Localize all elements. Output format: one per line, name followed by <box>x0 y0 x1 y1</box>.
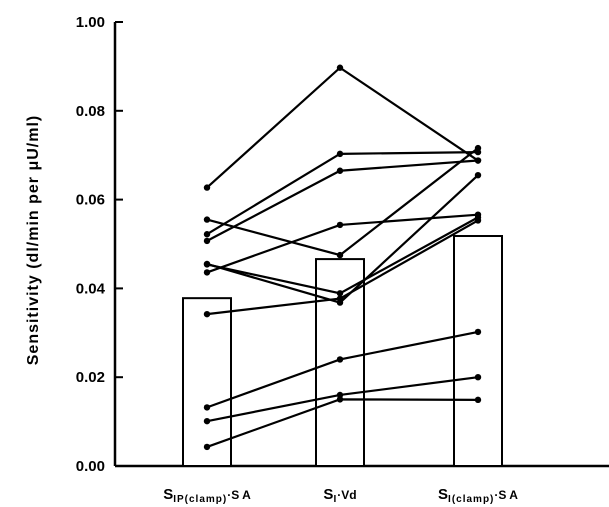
data-point <box>474 171 482 179</box>
data-point <box>474 374 482 381</box>
data-point <box>474 328 482 336</box>
y-ticks: 0.00 0.02 0.04 0.06 0.08 1.00 <box>76 14 123 475</box>
y-tick-label: 1.00 <box>76 14 105 31</box>
y-axis-title: Sensitivity (dl/min per μU/ml) <box>25 115 42 366</box>
data-point <box>203 310 211 318</box>
data-point <box>336 295 344 302</box>
bar <box>182 297 232 467</box>
data-point <box>203 216 211 223</box>
data-point <box>203 184 211 191</box>
data-point <box>474 396 482 404</box>
y-tick-label: 0.08 <box>76 103 105 120</box>
y-tick-label: 0.02 <box>76 369 105 386</box>
data-point <box>336 290 344 297</box>
data-point <box>203 417 211 425</box>
data-point <box>336 396 344 403</box>
data-point <box>203 261 211 268</box>
data-point <box>203 269 211 276</box>
data-point <box>203 404 211 411</box>
data-point <box>336 356 344 363</box>
data-point <box>336 150 344 158</box>
y-tick-label: 0.00 <box>76 458 105 475</box>
x-category-labels: SIP(clamp)·S A SI·Vd SI(clamp)·S A <box>163 486 518 505</box>
data-point <box>336 391 344 399</box>
subject-lines <box>203 64 482 451</box>
y-tick-label: 0.04 <box>76 280 106 297</box>
x-category-label: SI(clamp)·S A <box>438 486 518 505</box>
data-point <box>336 221 344 229</box>
x-category-label: SI·Vd <box>323 486 356 505</box>
bars <box>182 235 503 468</box>
x-category-label: SIP(clamp)·S A <box>163 486 251 505</box>
data-point <box>474 157 482 164</box>
data-point <box>474 148 482 156</box>
bar <box>453 235 503 467</box>
data-point <box>336 251 344 259</box>
data-point <box>203 231 211 238</box>
data-point <box>203 237 211 245</box>
data-point <box>203 443 211 451</box>
data-point <box>336 64 344 71</box>
y-tick-label: 0.06 <box>76 192 105 209</box>
data-point <box>474 214 482 221</box>
data-point <box>336 167 344 174</box>
